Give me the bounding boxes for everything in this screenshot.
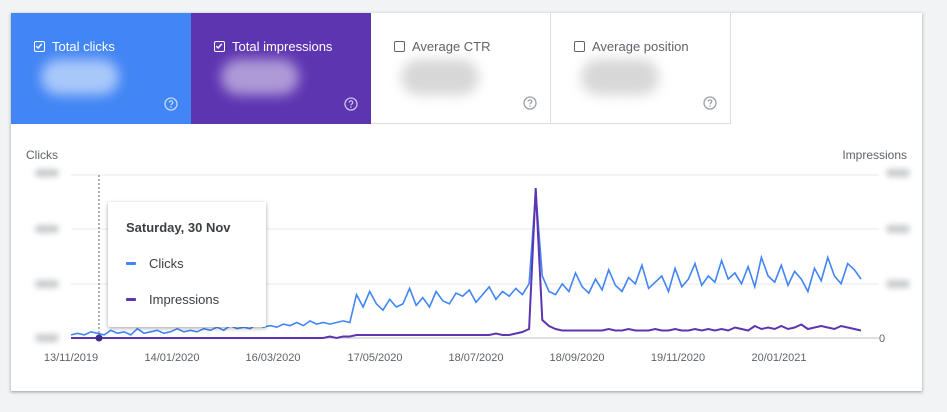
checkbox-unchecked-icon[interactable]	[574, 41, 585, 52]
x-axis-ticks: 13/11/2019 14/01/2020 16/03/2020 17/05/2020…	[44, 352, 807, 364]
help-icon[interactable]	[703, 96, 717, 110]
metric-label: Average CTR	[412, 39, 491, 54]
right-axis-zero-label: 0	[879, 333, 885, 345]
blurred-axis-value	[35, 169, 59, 177]
performance-card: Total clicks Total impressions	[11, 13, 922, 391]
blurred-axis-value	[886, 225, 910, 233]
x-tick-label: 14/01/2020	[144, 352, 199, 364]
blurred-axis-values	[35, 169, 910, 342]
right-axis-title: Impressions	[842, 148, 907, 162]
help-icon[interactable]	[523, 96, 537, 110]
tooltip-item-impressions: Impressions	[126, 290, 266, 309]
blurred-axis-value	[35, 334, 59, 342]
x-tick-label: 20/01/2021	[751, 352, 806, 364]
metric-average-ctr[interactable]: Average CTR	[371, 13, 551, 124]
blurred-value	[581, 59, 659, 95]
tooltip-date: Saturday, 30 Nov	[126, 220, 231, 235]
metric-tabs: Total clicks Total impressions	[11, 13, 731, 124]
blurred-value	[41, 59, 119, 95]
tooltip: Saturday, 30 Nov Clicks Impressions	[108, 202, 266, 327]
series-swatch	[126, 298, 136, 301]
tooltip-label: Clicks	[149, 256, 184, 271]
clicks-line	[70, 190, 862, 336]
blurred-axis-value	[35, 225, 59, 233]
x-tick-label: 17/05/2020	[347, 352, 402, 364]
blurred-axis-value	[886, 280, 910, 288]
impressions-line	[71, 187, 862, 340]
tooltip-item-clicks: Clicks	[126, 254, 266, 273]
left-axis-title: Clicks	[26, 148, 58, 162]
blurred-value	[221, 59, 299, 95]
metric-label: Total impressions	[232, 39, 333, 54]
tooltip-label: Impressions	[149, 292, 220, 307]
x-tick-label: 18/09/2020	[549, 352, 604, 364]
metric-total-clicks[interactable]: Total clicks	[11, 13, 191, 124]
x-tick-label: 19/11/2020	[651, 352, 705, 364]
checkbox-checked-icon[interactable]	[214, 41, 225, 52]
blurred-axis-value	[886, 169, 910, 177]
series-swatch	[126, 262, 136, 265]
metric-label: Average position	[592, 39, 689, 54]
line-chart-svg: 13/11/2019 14/01/2020 16/03/2020 17/05/2020…	[35, 169, 910, 364]
performance-chart[interactable]: Clicks Impressions 13/11/2019 14/01/2020 1…	[11, 133, 922, 391]
checkbox-unchecked-icon[interactable]	[394, 41, 405, 52]
help-icon[interactable]	[344, 97, 358, 111]
metric-label: Total clicks	[52, 39, 115, 54]
x-tick-label: 13/11/2019	[44, 352, 98, 364]
hover-point	[95, 334, 103, 342]
x-tick-label: 18/07/2020	[448, 352, 503, 364]
x-tick-label: 16/03/2020	[245, 352, 300, 364]
blurred-axis-value	[35, 280, 59, 288]
checkbox-checked-icon[interactable]	[34, 41, 45, 52]
help-icon[interactable]	[164, 97, 178, 111]
blurred-value	[401, 59, 479, 95]
metric-average-position[interactable]: Average position	[551, 13, 731, 124]
metric-total-impressions[interactable]: Total impressions	[191, 13, 371, 124]
